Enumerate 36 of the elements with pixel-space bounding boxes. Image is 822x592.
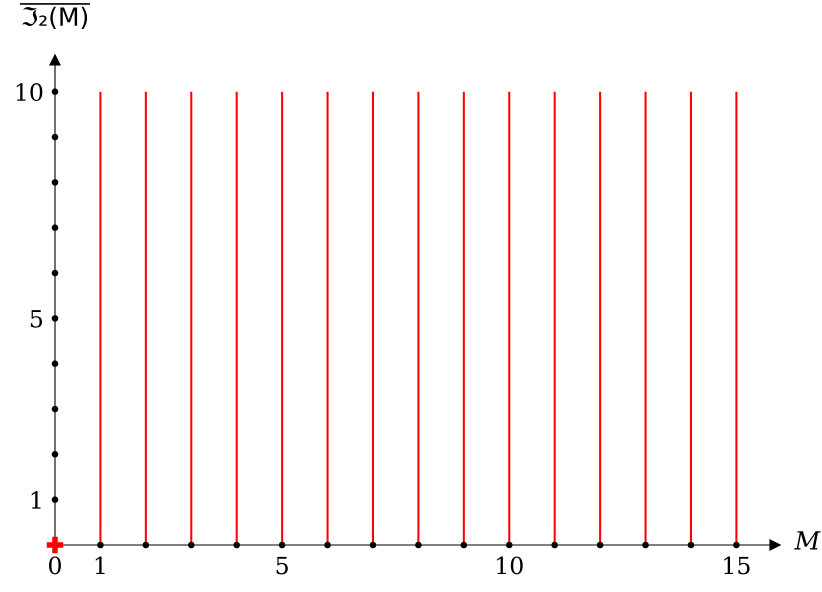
x-tick-label: 15	[724, 556, 750, 574]
point	[52, 179, 58, 186]
point	[415, 542, 422, 548]
point	[52, 496, 58, 503]
point	[52, 134, 58, 140]
point	[642, 542, 649, 548]
point	[460, 542, 468, 548]
point	[506, 542, 513, 548]
x-tick-label: 5	[276, 556, 288, 574]
point	[52, 315, 58, 322]
point	[551, 542, 558, 548]
point	[324, 542, 331, 548]
point	[46, 536, 64, 554]
point	[188, 542, 195, 548]
point	[52, 88, 58, 96]
point	[52, 451, 58, 458]
point	[52, 270, 58, 276]
point	[278, 542, 286, 548]
point	[52, 224, 58, 232]
y-tick-label: 10	[16, 83, 42, 102]
x-axis-title: M	[794, 531, 821, 550]
point	[52, 406, 58, 412]
y-axis-title: ℑ₂(M)	[22, 6, 88, 29]
point	[370, 542, 376, 548]
x-tick-label: 1	[96, 556, 105, 574]
point	[596, 542, 604, 548]
point	[142, 542, 150, 548]
point	[233, 542, 240, 548]
point	[733, 542, 740, 548]
y-tick-label: 5	[30, 310, 42, 328]
point	[52, 360, 58, 367]
point	[97, 542, 104, 548]
y-tick-label: 1	[32, 491, 41, 509]
point	[688, 542, 694, 548]
x-tick-label: 10	[497, 556, 523, 574]
x-tick-label: 0	[49, 556, 61, 574]
